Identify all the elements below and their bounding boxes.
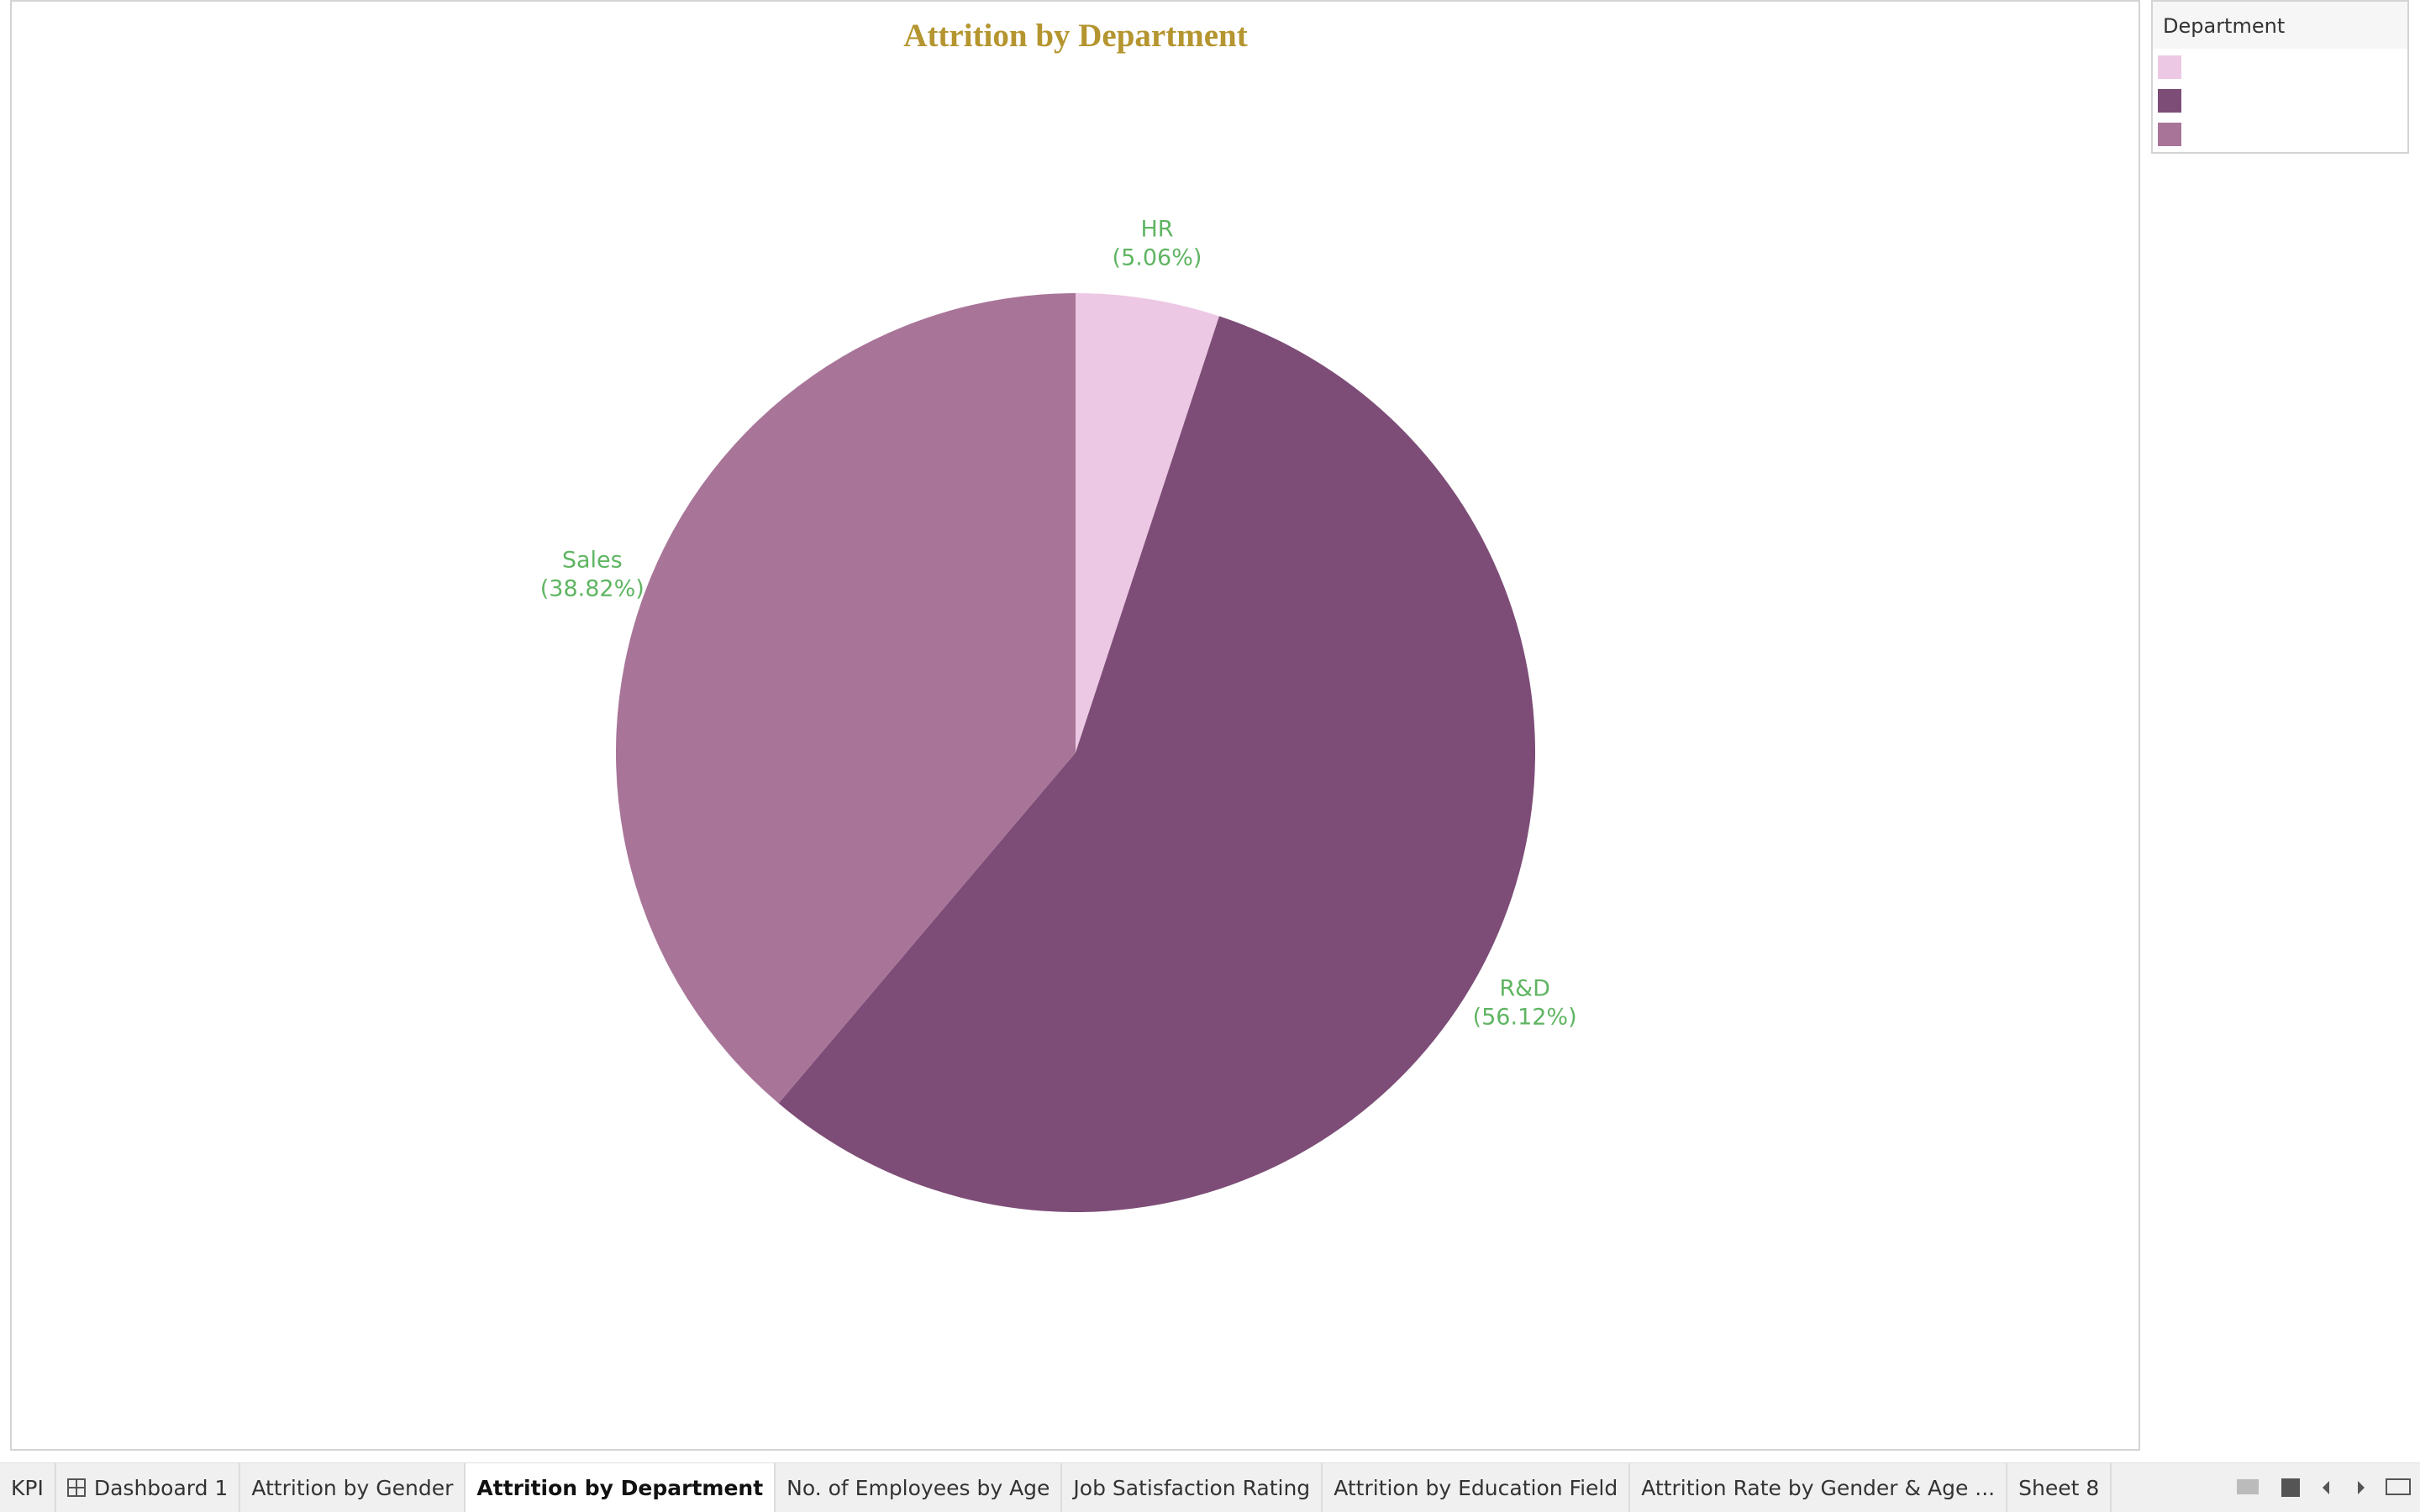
legend-title: Department	[2163, 14, 2285, 38]
sheet-tab-label: KPI	[11, 1475, 44, 1500]
slice-value-label: (38.82%)	[540, 576, 644, 602]
sheet-tab[interactable]: Attrition by Department	[466, 1463, 776, 1512]
pie-slice	[616, 293, 1076, 1104]
sheet-tab-label: Sheet 8	[2018, 1475, 2100, 1500]
sheet-tab-label: Attrition by Department	[476, 1475, 764, 1500]
sheet-tab[interactable]: Attrition by Gender	[240, 1463, 466, 1512]
filmstrip-icon[interactable]	[2237, 1479, 2259, 1494]
sheet-tab-label: Attrition Rate by Gender & Age ...	[1641, 1475, 1996, 1500]
slice-label: R&D	[1499, 976, 1550, 1002]
sheet-tab[interactable]: KPI	[0, 1463, 56, 1512]
sheet-tab-label: Attrition by Education Field	[1334, 1475, 1618, 1500]
next-icon[interactable]	[2358, 1481, 2365, 1494]
chart: Attrition by Department Department HR(5.…	[10, 0, 2409, 1451]
pie-slice	[1076, 293, 1219, 753]
sheet-tab-label: Job Satisfaction Rating	[1073, 1475, 1311, 1500]
chart-title: Attrition by Department	[903, 18, 1247, 54]
tabs-icon[interactable]	[2281, 1478, 2300, 1497]
sheet-tab[interactable]: Sheet 8	[2007, 1463, 2112, 1512]
legend-header	[2153, 2, 2407, 49]
dashboard-icon	[66, 1478, 86, 1497]
sheet-tab-label: Attrition by Gender	[251, 1475, 454, 1500]
slice-value-label: (5.06%)	[1113, 245, 1202, 271]
sheet-tabs: KPI Dashboard 1 Attrition by Gender Attriti…	[0, 1462, 2420, 1512]
sheet-tab[interactable]: Dashboard 1	[56, 1463, 241, 1512]
sheet-tab[interactable]: Job Satisfaction Rating	[1062, 1463, 1323, 1512]
prev-icon[interactable]	[2323, 1481, 2329, 1494]
sheet-tab[interactable]: No. of Employees by Age	[776, 1463, 1063, 1512]
sheet-tab-label: Dashboard 1	[93, 1475, 229, 1500]
slice-label: Sales	[562, 548, 623, 574]
sheet-tab-label: No. of Employees by Age	[786, 1475, 1050, 1500]
sheet-tab[interactable]: Attrition by Education Field	[1323, 1463, 1631, 1512]
present-icon[interactable]	[2386, 1478, 2411, 1495]
legend-swatch	[2158, 123, 2181, 146]
slice-label: HR	[1140, 217, 1173, 243]
pie-slice	[778, 316, 1536, 1213]
slice-value-label: (56.12%)	[1473, 1005, 1577, 1031]
nav-icons	[2237, 1478, 2411, 1497]
legend-swatch	[2158, 55, 2181, 79]
legend-swatch	[2158, 89, 2181, 113]
sheet-tab[interactable]: Attrition Rate by Gender & Age ...	[1630, 1463, 2008, 1512]
